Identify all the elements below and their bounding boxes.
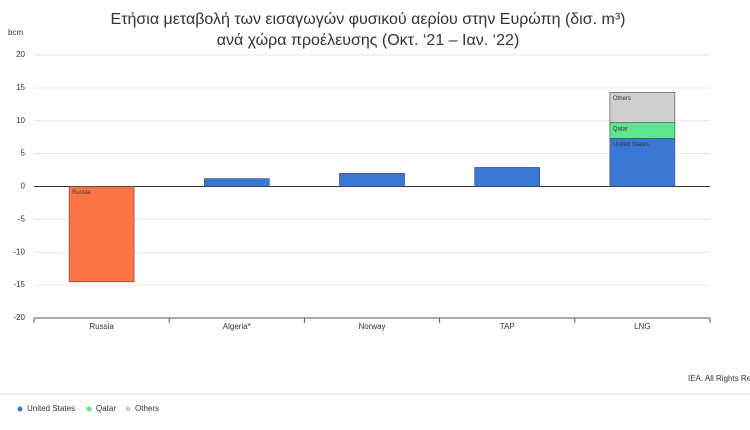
bar-label: Others [613,96,631,102]
x-tick-label: Norway [358,322,385,331]
y-tick-label: 15 [16,83,25,92]
y-tick-label: -5 [18,214,26,223]
y-tick-label: -10 [13,247,25,256]
bar-label: Russia [72,190,91,196]
legend-marker [86,406,92,412]
source: IEA. All Rights Res [688,374,750,383]
legend-label: United States [27,404,75,413]
legend-label: Others [135,404,159,413]
chart-title: ανά χώρα προέλευσης (Οκτ. ‘21 – Ιαν. ‘22… [217,32,520,49]
y-tick-label: -15 [13,280,25,289]
legend-label: Qatar [96,404,116,413]
x-tick-label: Russia [89,322,114,331]
y-axis-label: bcm [8,28,23,37]
legend-marker [17,406,23,412]
y-tick-label: 10 [16,116,25,125]
y-tick-label: 20 [16,50,25,59]
bar [68,186,135,283]
bar [339,173,405,187]
chart-title: Ετήσια μεταβολή των εισαγωγών φυσικού αε… [111,11,626,28]
bar [474,167,541,187]
bar-label: Qatar [613,126,628,132]
legend-marker [125,406,131,412]
x-tick-label: Algeria* [223,322,251,331]
y-tick-label: 5 [21,149,26,158]
bar [204,178,270,187]
y-tick-label: 0 [21,182,26,191]
bar-label: United States [613,142,649,148]
bar [609,92,676,124]
x-tick-label: LNG [634,322,650,331]
y-tick-label: -20 [13,313,25,322]
x-tick-label: TAP [500,322,515,331]
